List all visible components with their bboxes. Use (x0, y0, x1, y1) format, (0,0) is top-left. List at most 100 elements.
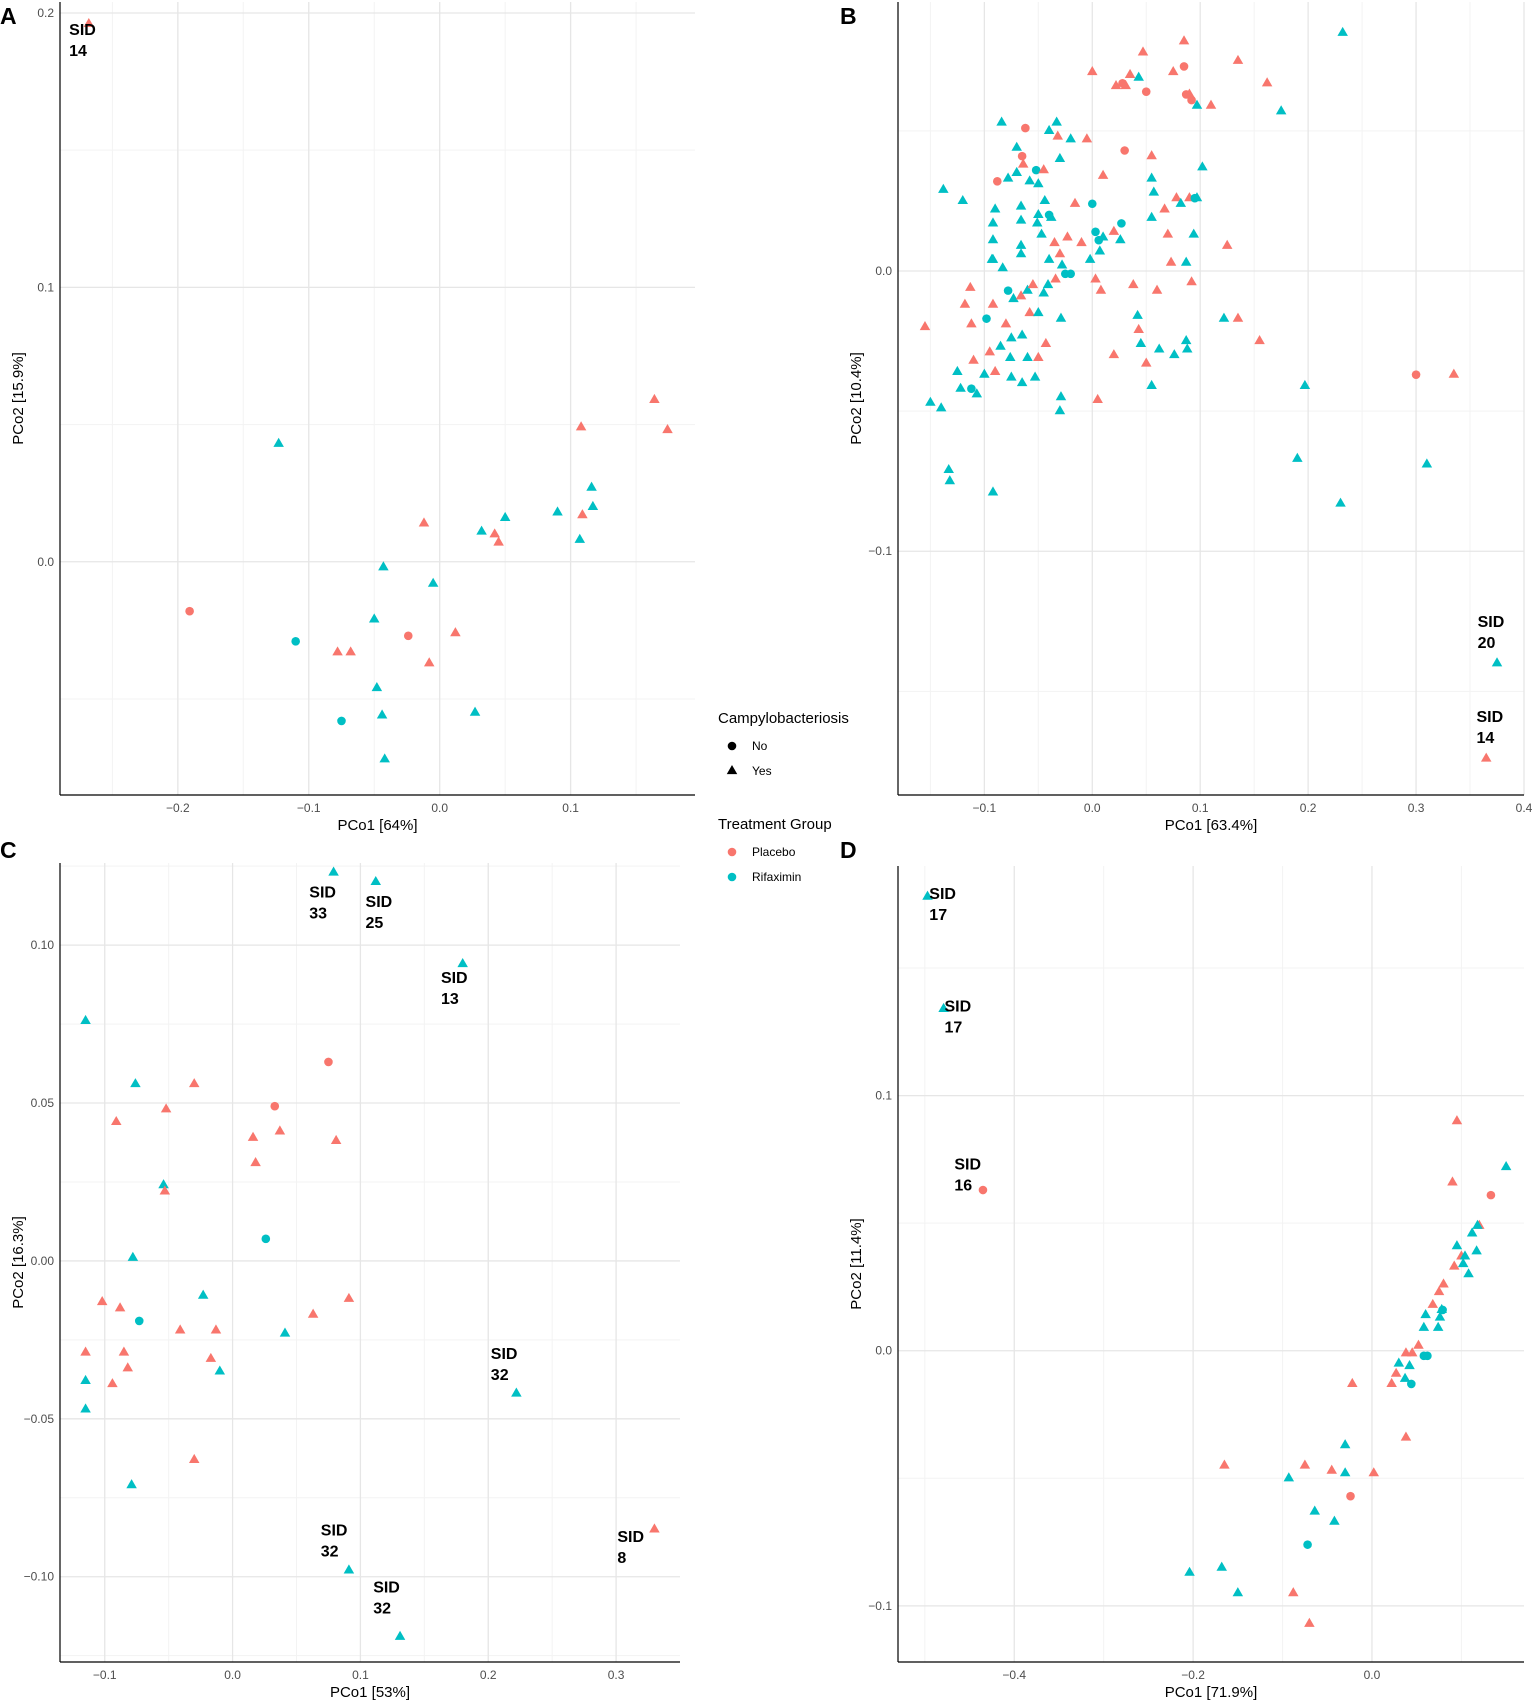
data-point (1165, 256, 1177, 266)
data-point (379, 753, 390, 763)
data-point (1304, 1617, 1315, 1627)
panel-label: A (0, 3, 17, 29)
y-axis-title: PCo2 [11.4%] (848, 1218, 865, 1309)
data-point (952, 365, 963, 375)
y-tick-label: 0.0 (875, 264, 892, 278)
data-point (1288, 1587, 1299, 1597)
data-point (1180, 335, 1192, 345)
data-point (1326, 1464, 1337, 1474)
point-annotation: SID 14 (1477, 709, 1504, 747)
data-point (1451, 1115, 1463, 1125)
data-point (247, 1131, 259, 1141)
data-point (1038, 164, 1049, 174)
data-point (1043, 124, 1055, 134)
data-point (107, 1378, 118, 1388)
data-point (273, 437, 284, 447)
point-annotation: SID 20 (1478, 614, 1505, 652)
data-point (1097, 231, 1109, 241)
data-point (1120, 80, 1131, 90)
data-point (1015, 200, 1027, 210)
y-tick-label: 0.05 (31, 1096, 55, 1110)
data-point (1432, 1321, 1444, 1331)
data-point (159, 1185, 171, 1195)
data-point (1451, 1240, 1463, 1250)
data-point (1024, 307, 1035, 317)
data-point (1029, 371, 1041, 381)
data-point (1400, 1431, 1412, 1441)
data-point (1184, 1566, 1195, 1576)
data-point (982, 314, 991, 323)
annotation-line: 17 (945, 1019, 963, 1036)
point-annotation: SID 14 (69, 22, 96, 60)
data-point (343, 1564, 355, 1574)
y-tick-label: 0.2 (37, 6, 54, 20)
data-point (922, 890, 933, 900)
data-point (944, 475, 956, 485)
data-point (324, 1057, 333, 1067)
data-point (1128, 279, 1139, 289)
y-axis-title: PCo2 [15.9%] (10, 352, 27, 445)
data-point (114, 1302, 126, 1312)
data-point (1171, 192, 1182, 202)
data-point (968, 354, 979, 364)
data-point (1480, 752, 1492, 762)
data-point (987, 217, 999, 227)
data-point (122, 1362, 134, 1372)
data-point (1472, 1219, 1483, 1229)
data-point (1108, 349, 1120, 359)
data-point (1447, 1176, 1458, 1186)
data-point (403, 631, 413, 641)
data-point (1076, 236, 1087, 247)
data-point (1159, 203, 1170, 213)
legend-shape-label: No (752, 739, 768, 753)
data-point (1081, 133, 1093, 143)
data-point (330, 1134, 342, 1145)
data-point (110, 1115, 122, 1126)
x-tick-label: 0.1 (352, 1668, 369, 1682)
annotation-line: SID (321, 1523, 348, 1540)
x-tick-label: 0.1 (1192, 801, 1209, 815)
data-point (1178, 35, 1190, 45)
data-point (1042, 279, 1054, 289)
data-point (1299, 1459, 1311, 1469)
data-point (957, 194, 969, 205)
data-point (337, 716, 346, 726)
data-point (1036, 228, 1047, 238)
data-point (997, 262, 1008, 272)
data-point (996, 116, 1007, 126)
data-point (1040, 337, 1052, 347)
data-point (1337, 26, 1348, 36)
data-point (118, 1346, 130, 1356)
data-point (1094, 245, 1106, 255)
data-point (1179, 62, 1189, 71)
data-point (493, 536, 504, 546)
data-point (418, 517, 430, 527)
data-point (1008, 293, 1019, 303)
data-point (1140, 357, 1152, 367)
data-point (214, 1365, 226, 1375)
data-point (1016, 329, 1028, 339)
legend-shape-key (727, 741, 737, 751)
data-point (80, 1374, 91, 1385)
data-point (80, 1014, 91, 1024)
legend-color-title: Treatment Group (718, 816, 832, 833)
x-tick-label: 0.1 (562, 801, 579, 815)
data-point (345, 646, 356, 656)
data-point (1038, 287, 1049, 297)
data-point (343, 1292, 355, 1302)
data-point (126, 1479, 137, 1489)
y-tick-label: 0.00 (31, 1254, 55, 1268)
data-point (577, 509, 588, 519)
data-point (1459, 1250, 1471, 1260)
data-point (1039, 194, 1051, 205)
data-point (989, 365, 1001, 375)
data-point (1146, 150, 1157, 160)
data-point (1329, 1515, 1340, 1525)
x-tick-label: 0.2 (480, 1668, 497, 1682)
data-point (1027, 279, 1039, 289)
data-point (1141, 87, 1151, 96)
annotation-line: 32 (321, 1544, 339, 1561)
y-tick-label: −0.1 (868, 1599, 892, 1613)
data-point (1153, 343, 1165, 353)
